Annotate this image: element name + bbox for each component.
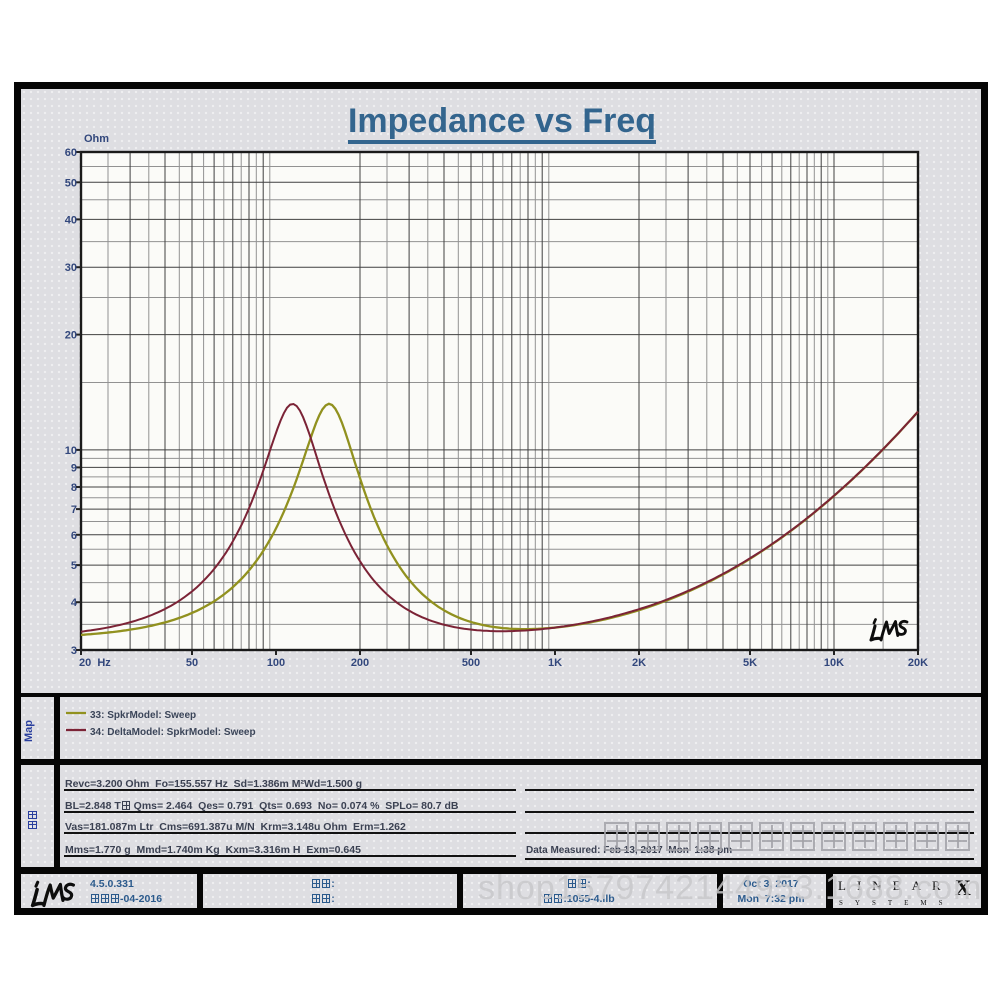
svg-text:8: 8 bbox=[71, 482, 77, 494]
svg-text:30: 30 bbox=[65, 262, 77, 274]
svg-text:1K: 1K bbox=[548, 657, 562, 669]
svg-text:6: 6 bbox=[71, 530, 77, 542]
svg-text:20: 20 bbox=[65, 330, 77, 342]
svg-text:40: 40 bbox=[65, 214, 77, 226]
svg-text:5K: 5K bbox=[743, 657, 757, 669]
svg-text:Ohm: Ohm bbox=[84, 133, 109, 145]
svg-text:9: 9 bbox=[71, 462, 77, 474]
svg-text:10: 10 bbox=[65, 445, 77, 457]
svg-text:2K: 2K bbox=[632, 657, 646, 669]
svg-text:200: 200 bbox=[351, 657, 369, 669]
svg-text:20 Hz: 20 Hz bbox=[79, 657, 111, 669]
svg-text:100: 100 bbox=[267, 657, 285, 669]
svg-text:50: 50 bbox=[186, 657, 198, 669]
svg-text:3: 3 bbox=[71, 645, 77, 657]
svg-text:7: 7 bbox=[71, 504, 77, 516]
svg-text:50: 50 bbox=[65, 177, 77, 189]
svg-text:500: 500 bbox=[462, 657, 480, 669]
svg-text:60: 60 bbox=[65, 147, 77, 159]
svg-text:20K: 20K bbox=[908, 657, 928, 669]
svg-text:4: 4 bbox=[71, 597, 78, 609]
svg-text:10K: 10K bbox=[824, 657, 844, 669]
svg-text:5: 5 bbox=[71, 560, 77, 572]
